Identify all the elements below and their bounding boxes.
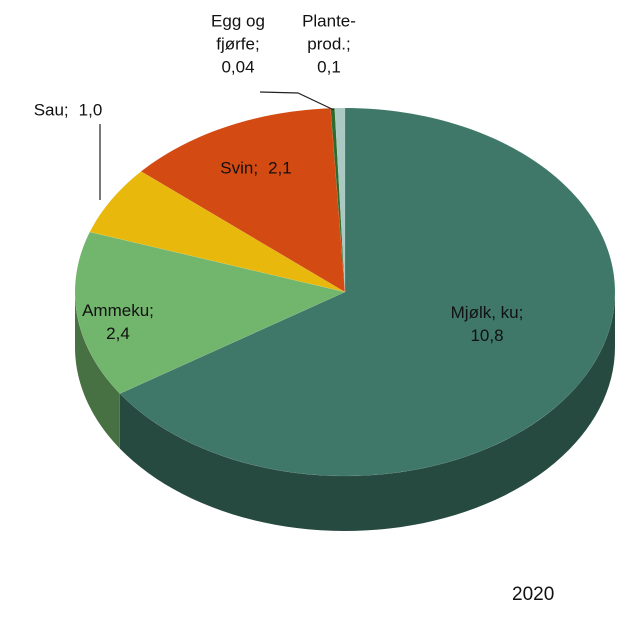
value-label: 2,1 [268,158,292,178]
slice [334,107,346,293]
slice [119,107,616,477]
value-label: 0,1 [317,57,341,77]
data-label: Svin; 2,1 [201,157,311,180]
value-label: 0,04 [221,57,255,77]
data-label: Egg og fjørfe; 0,04 [203,10,273,79]
category-label: Mjølk, ku; [450,303,524,322]
slice [89,171,346,293]
data-label: Ammeku; 2,4 [68,299,168,345]
slice [330,107,346,293]
annotation: 2020 [512,584,555,605]
category-label: Sau; [33,100,69,120]
data-label: Sau; 1,0 [13,99,123,122]
category-label: Svin; [220,158,259,178]
slice-side [75,292,120,449]
slice-side [119,292,615,531]
leader-line [259,91,335,111]
slice [74,231,346,394]
slice [140,108,346,293]
category-label: Egg og fjørfe; [211,11,265,54]
category-label: Ammeku; [82,301,154,320]
data-label: Mjølk, ku; 10,8 [427,301,547,347]
value-label: 2,4 [106,324,130,343]
value-label: 10,8 [470,326,504,345]
category-label: Plante-prod.; [302,11,356,54]
value-label: 1,0 [78,100,103,120]
data-label: Plante-prod.; 0,1 [299,10,359,79]
